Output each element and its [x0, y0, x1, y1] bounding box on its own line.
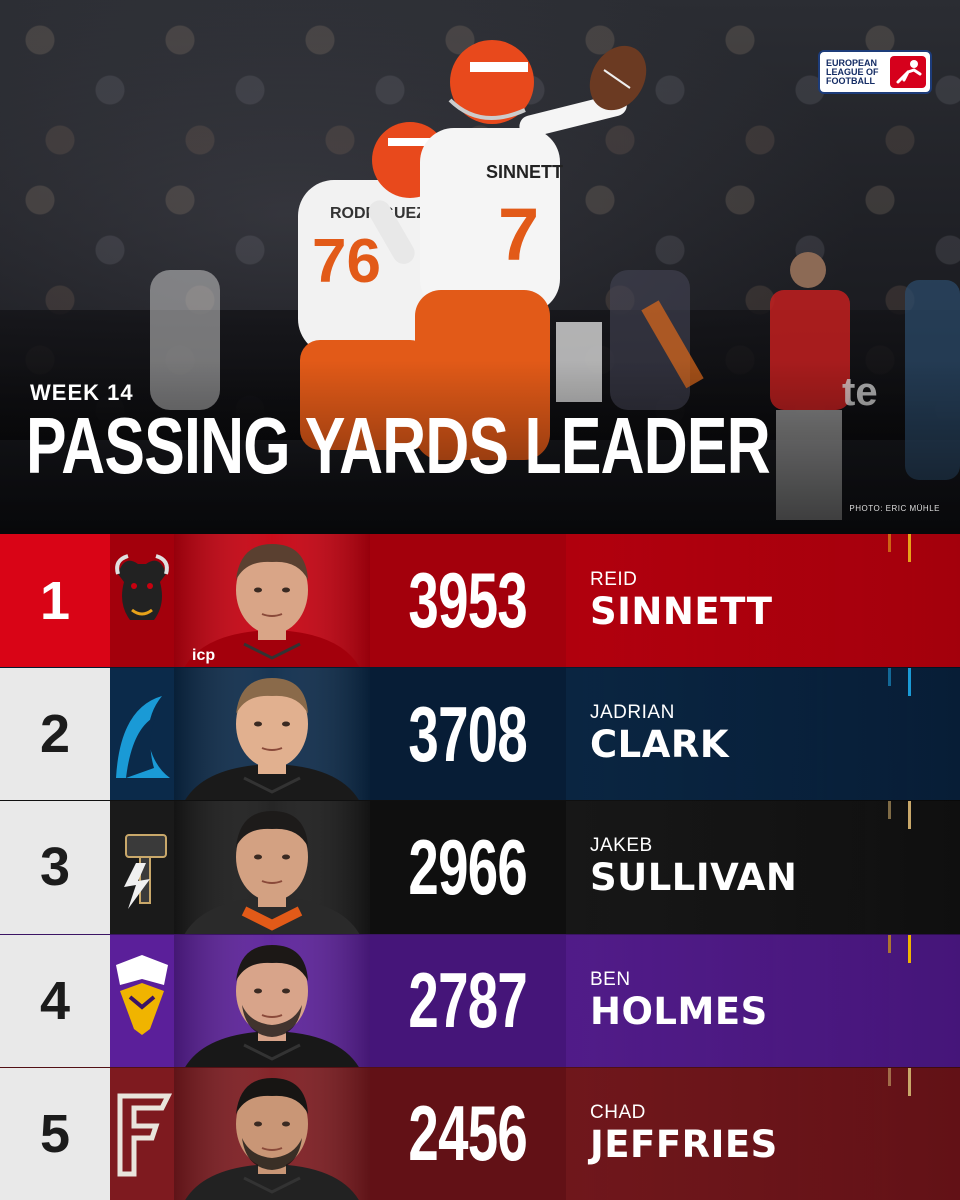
hero-fade — [0, 360, 960, 534]
leader-row: 1 icp 3953 REID SINNETT — [0, 534, 960, 668]
letter-f-icon — [110, 1067, 174, 1200]
player-first-name: JAKEB — [590, 835, 653, 857]
teammate-number: 76 — [312, 227, 381, 296]
svg-text:icp: icp — [192, 647, 215, 664]
wave-icon — [110, 668, 174, 801]
player-name: JAKEB SULLIVAN — [566, 801, 960, 934]
rank-number: 3 — [0, 801, 110, 934]
accent-stripe — [908, 534, 911, 562]
accent-stripe — [888, 934, 891, 953]
yards-cell: 3953 — [370, 534, 566, 668]
accent-stripe — [908, 1067, 911, 1096]
leader-row: 3 2966 JAKEB SULLIVAN — [0, 800, 960, 934]
accent-stripe — [908, 668, 911, 697]
accent-stripe — [888, 668, 891, 687]
player-photo — [174, 801, 370, 934]
player-last-name: CLARK — [590, 723, 730, 767]
league-logo-text: EUROPEAN LEAGUE of FOOTBALL — [826, 57, 879, 86]
player-name: BEN HOLMES — [566, 934, 960, 1067]
passing-yards: 2966 — [408, 822, 528, 911]
rank-number: 2 — [0, 668, 110, 801]
leader-row: 2 3708 JADRIAN CLARK — [0, 667, 960, 801]
player-photo: icp — [174, 534, 370, 668]
leader-row: 4 2787 BEN HOLMES — [0, 933, 960, 1067]
accent-stripe — [908, 801, 911, 830]
photo-credit: PHOTO: ERIC MÜHLE — [849, 504, 940, 513]
player-last-name: HOLMES — [590, 989, 768, 1033]
rank-number: 4 — [0, 934, 110, 1067]
player-first-name: JADRIAN — [590, 702, 675, 724]
accent-stripe — [888, 534, 891, 552]
passing-yards: 3953 — [408, 556, 528, 645]
player-name: JADRIAN CLARK — [566, 668, 960, 801]
player-first-name: REID — [590, 568, 638, 590]
accent-stripe — [908, 934, 911, 963]
league-logo: EUROPEAN LEAGUE of FOOTBALL — [818, 50, 932, 94]
rank-number: 1 — [0, 534, 110, 668]
leader-row: 5 2456 CHAD JEFFRIES — [0, 1066, 960, 1200]
passing-yards: 2456 — [408, 1089, 528, 1178]
player-first-name: CHAD — [590, 1101, 646, 1123]
player-name: REID SINNETT — [566, 534, 960, 668]
hero-photo: 76 RODRIGUEZ SINNETT 7 te EUROPEAN LEAGU… — [0, 0, 960, 534]
player-last-name: JEFFRIES — [590, 1122, 778, 1166]
hammer-bolt-icon — [110, 801, 174, 934]
accent-stripe — [888, 801, 891, 820]
leaderboard: 1 icp 3953 REID SINNETT — [0, 534, 960, 1200]
passing-yards: 3708 — [408, 689, 528, 778]
rank-number: 5 — [0, 1067, 110, 1200]
player-photo — [174, 1067, 370, 1200]
page-title: PASSING YARDS LEADER — [26, 401, 771, 490]
bull-icon — [110, 534, 174, 668]
player-name-jersey: SINNETT — [486, 162, 563, 182]
player-last-name: SULLIVAN — [590, 856, 798, 900]
viking-helmet-icon — [110, 934, 174, 1067]
player-photo — [174, 934, 370, 1067]
week-label: WEEK 14 — [30, 380, 134, 405]
football-player-icon — [890, 56, 926, 88]
yards-cell: 3708 — [370, 668, 566, 801]
yards-cell: 2966 — [370, 801, 566, 934]
accent-stripe — [888, 1067, 891, 1086]
player-number-jersey: 7 — [498, 193, 539, 276]
yards-cell: 2787 — [370, 934, 566, 1067]
player-first-name: BEN — [590, 968, 631, 990]
player-last-name: SINNETT — [590, 589, 773, 633]
yards-cell: 2456 — [370, 1067, 566, 1200]
player-name: CHAD JEFFRIES — [566, 1067, 960, 1200]
passing-yards: 2787 — [408, 956, 528, 1045]
player-photo — [174, 668, 370, 801]
